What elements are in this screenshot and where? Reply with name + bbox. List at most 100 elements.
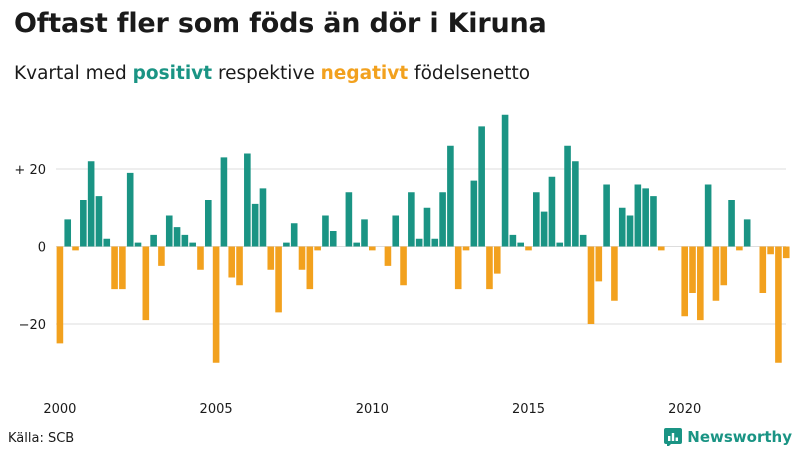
- bar-positive: [64, 219, 72, 247]
- bar-positive: [634, 184, 642, 247]
- bar-positive: [220, 157, 228, 247]
- bar-positive: [329, 231, 337, 247]
- bar-negative: [384, 246, 392, 266]
- bar-negative: [267, 246, 275, 270]
- bar-positive: [579, 234, 587, 247]
- y-tick-label: −20: [19, 318, 46, 333]
- bar-positive: [87, 161, 95, 247]
- chart-title: Oftast fler som föds än dör i Kiruna: [14, 8, 547, 39]
- bar-positive: [361, 219, 368, 247]
- bar-negative: [111, 246, 118, 290]
- bar-positive: [392, 215, 400, 247]
- y-tick-label: + 20: [14, 163, 46, 178]
- bar-negative: [228, 246, 236, 278]
- subtitle-suffix: födelsenetto: [408, 63, 531, 84]
- bar-positive: [642, 188, 649, 247]
- bar-negative: [462, 246, 470, 251]
- bar-positive: [415, 238, 423, 247]
- bar-positive: [103, 238, 111, 247]
- bar-negative: [314, 246, 321, 251]
- bar-negative: [657, 246, 665, 251]
- bar-positive: [548, 176, 556, 247]
- bar-positive: [540, 211, 548, 247]
- bar-positive: [572, 161, 579, 247]
- bar-positive: [618, 207, 626, 247]
- bar-negative: [197, 246, 204, 270]
- brand-name: Newsworthy: [687, 428, 792, 446]
- bar-positive: [509, 234, 517, 247]
- x-tick-label: 2020: [668, 402, 701, 417]
- bar-positive: [80, 200, 87, 247]
- bar-negative: [275, 246, 282, 313]
- bar-positive: [181, 234, 189, 247]
- bar-positive: [290, 223, 298, 247]
- bar-negative: [595, 246, 603, 282]
- bar-negative: [587, 246, 595, 324]
- bar-positive: [501, 114, 509, 247]
- bar-negative: [298, 246, 306, 270]
- bar-positive: [165, 215, 173, 247]
- bar-positive: [447, 145, 454, 247]
- subtitle-prefix: Kvartal med: [14, 63, 133, 84]
- bar-positive: [564, 145, 571, 247]
- brand: Newsworthy: [664, 426, 792, 448]
- bar-negative: [142, 246, 150, 321]
- bar-positive: [95, 196, 103, 247]
- bar-negative: [712, 246, 720, 301]
- bar-negative: [486, 246, 493, 290]
- bar-chart-logo-icon: [664, 428, 683, 446]
- source-note: Källa: SCB: [8, 431, 75, 446]
- bar-negative: [400, 246, 407, 286]
- subtitle-middle: respektive: [212, 63, 321, 84]
- subtitle-negative: negativt: [320, 63, 409, 84]
- bar-positive: [353, 242, 360, 247]
- bar-positive: [408, 192, 415, 247]
- bar-positive: [431, 238, 439, 247]
- bar-positive: [322, 215, 329, 247]
- bar-negative: [782, 246, 790, 259]
- bar-negative: [56, 246, 64, 344]
- bar-positive: [126, 172, 134, 247]
- bar-negative: [212, 246, 220, 363]
- bar-negative: [454, 246, 462, 290]
- bar-positive: [259, 188, 267, 247]
- bar-negative: [158, 246, 165, 266]
- x-tick-label: 2010: [356, 402, 389, 417]
- x-tick-label: 2015: [512, 402, 545, 417]
- bar-positive: [134, 242, 142, 247]
- bar-positive: [743, 219, 751, 247]
- bar-positive: [650, 196, 657, 247]
- bar-negative: [369, 246, 376, 251]
- bar-positive: [626, 215, 634, 247]
- bar-positive: [517, 242, 524, 247]
- bar-positive: [345, 192, 353, 247]
- chart-subtitle: Kvartal med positivt respektive negativt…: [14, 63, 530, 84]
- bar-positive: [470, 180, 478, 247]
- bar-positive: [173, 227, 181, 247]
- y-tick-label: 0: [38, 241, 46, 256]
- x-tick-label: 2005: [200, 402, 233, 417]
- bar-negative: [72, 246, 79, 251]
- bar-negative: [236, 246, 243, 286]
- bar-positive: [439, 192, 446, 247]
- bar-negative: [759, 246, 767, 293]
- bar-positive: [251, 203, 259, 247]
- bar-positive: [704, 184, 712, 247]
- x-tick-label: 2000: [43, 402, 76, 417]
- bar-positive: [189, 242, 196, 247]
- bar-negative: [697, 246, 704, 321]
- bar-positive: [423, 207, 431, 247]
- bar-negative: [119, 246, 126, 290]
- bar-negative: [525, 246, 532, 251]
- bar-positive: [283, 242, 290, 247]
- bar-negative: [681, 246, 689, 317]
- bar-positive: [556, 242, 564, 247]
- bar-negative: [720, 246, 728, 286]
- bar-positive: [478, 126, 485, 247]
- subtitle-positive: positivt: [132, 63, 213, 84]
- bar-positive: [244, 153, 251, 247]
- bar-positive: [150, 234, 157, 247]
- bar-positive: [533, 192, 540, 247]
- bar-negative: [689, 246, 696, 293]
